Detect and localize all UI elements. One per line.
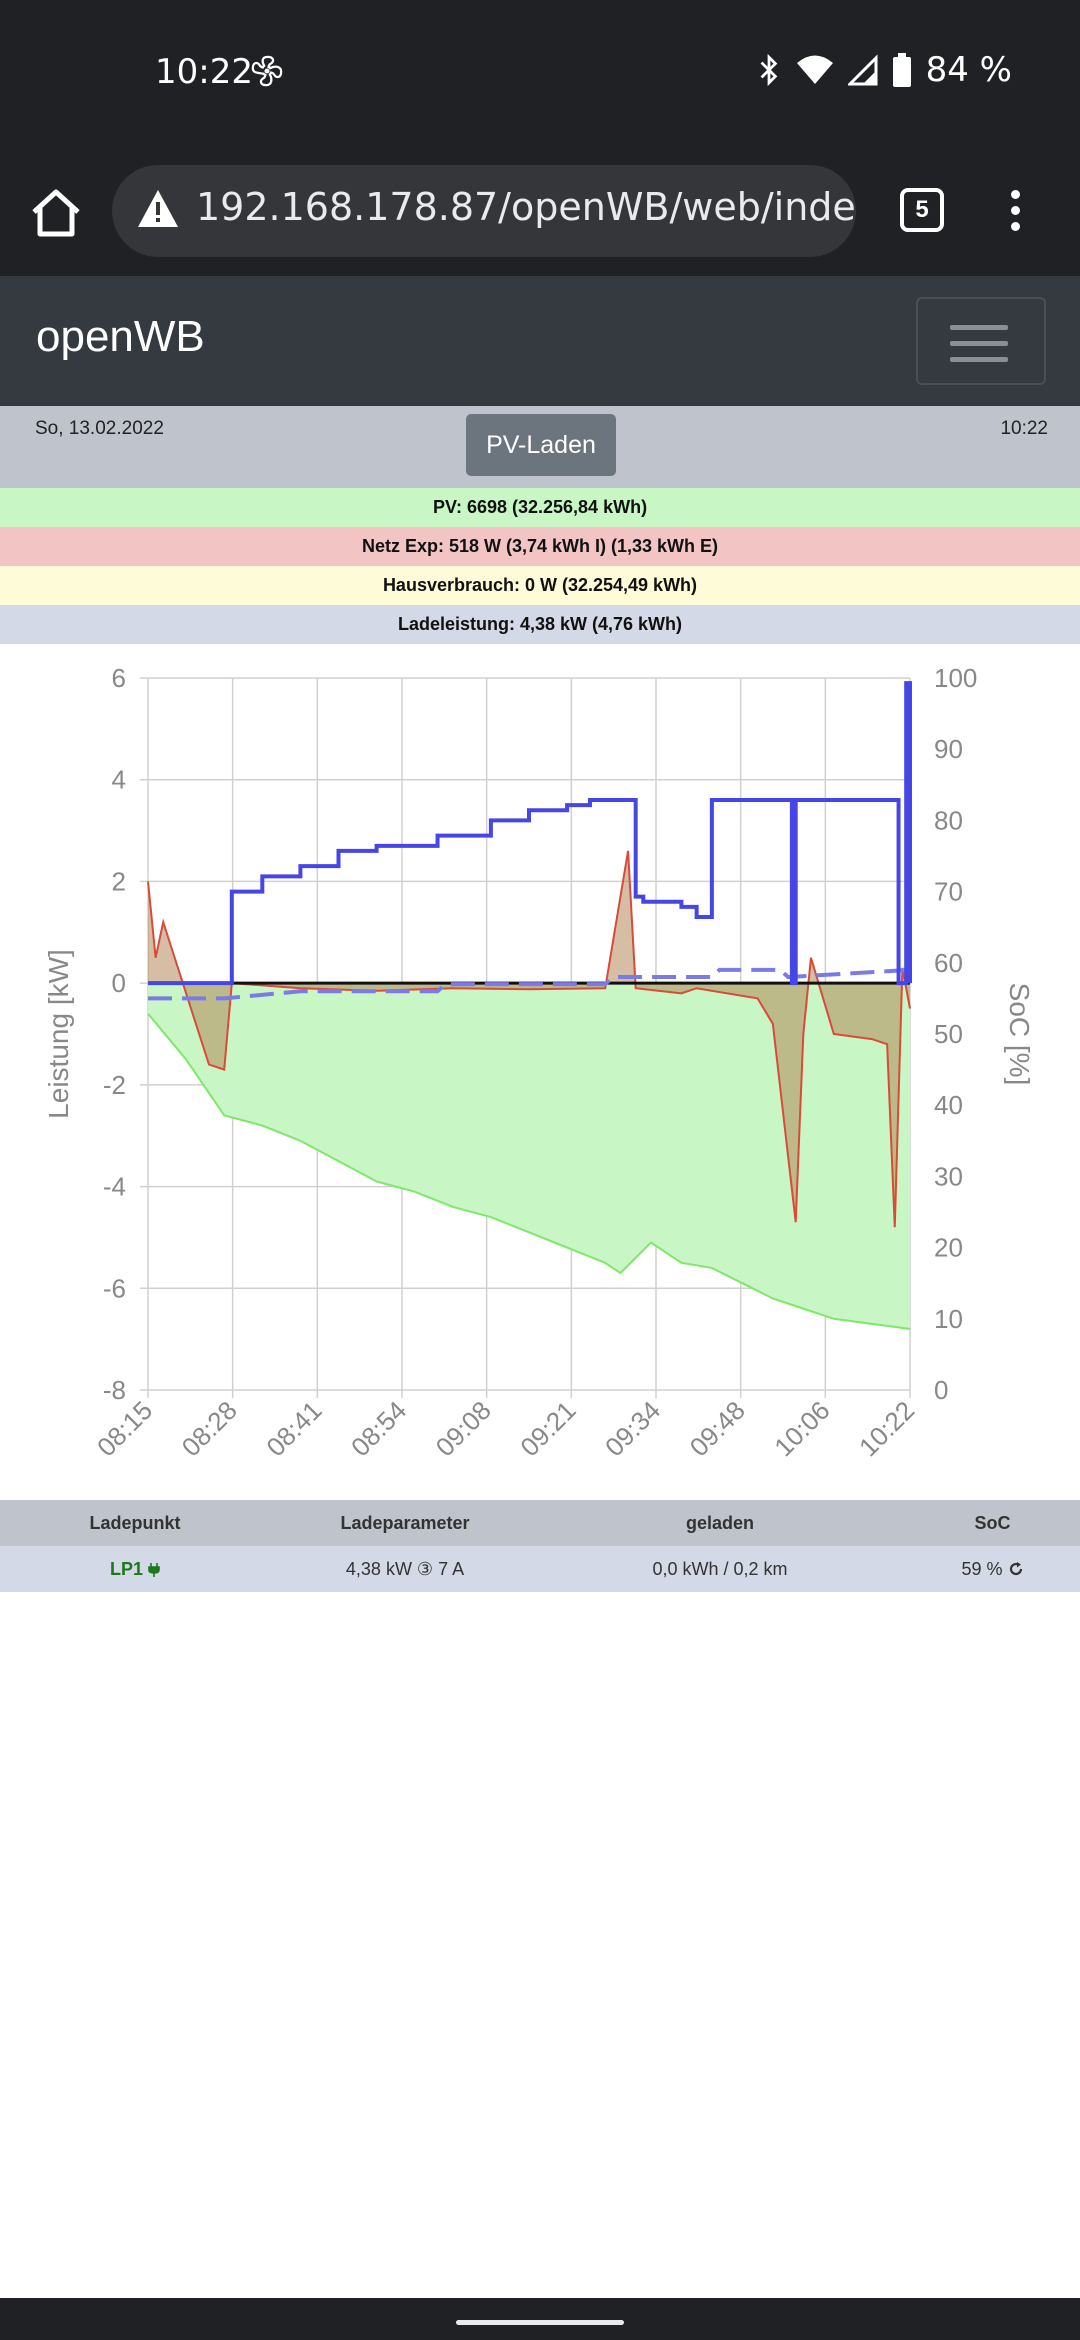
y2-tick-label: 30 xyxy=(934,1161,963,1191)
tab-switcher-button[interactable]: 5 xyxy=(900,188,944,232)
header-ladeparameter: Ladeparameter xyxy=(340,1513,470,1533)
y-tick-label: 0 xyxy=(112,968,126,998)
header-soc: SoC xyxy=(974,1513,1011,1533)
chargepoint-name[interactable]: LP1 xyxy=(109,1559,143,1579)
y-tick-label: -8 xyxy=(103,1375,126,1405)
charge-mode-button[interactable]: PV-Laden xyxy=(466,414,616,476)
x-tick-label: 09:21 xyxy=(514,1395,581,1462)
pv-area xyxy=(148,983,910,1329)
y2-tick-label: 10 xyxy=(934,1304,963,1334)
y2-axis-label: SoC [%] xyxy=(1004,983,1035,1086)
y2-tick-label: 80 xyxy=(934,805,963,835)
y2-tick-label: 100 xyxy=(934,663,977,693)
x-tick-label: 09:08 xyxy=(430,1395,497,1462)
fan-icon xyxy=(251,55,283,87)
hamburger-menu-button[interactable] xyxy=(916,297,1046,385)
pv-summary: PV: 6698 (32.256,84 kWh) xyxy=(0,488,1080,527)
x-tick-label: 08:54 xyxy=(345,1395,412,1462)
brand-title[interactable]: openWB xyxy=(36,312,205,361)
date-label: So, 13.02.2022 xyxy=(35,418,164,439)
header-geladen: geladen xyxy=(685,1513,755,1533)
gesture-bar xyxy=(0,2298,1080,2340)
soc-value: 59 % xyxy=(961,1559,1003,1579)
house-summary: Hausverbrauch: 0 W (32.254,49 kWh) xyxy=(0,566,1080,605)
charging-summary: Ladeleistung: 4,38 kW (4,76 kWh) xyxy=(0,605,1080,644)
y-tick-label: -6 xyxy=(103,1273,126,1303)
url-text[interactable]: 192.168.178.87/openWB/web/index.ph xyxy=(196,185,856,229)
y-tick-label: 2 xyxy=(112,866,126,896)
plug-icon xyxy=(148,1563,160,1577)
lp1-line xyxy=(148,681,912,986)
y2-tick-label: 0 xyxy=(934,1375,948,1405)
table-row[interactable]: LP1 4,38 kW ③ 7 A 0,0 kWh / 0,2 km 59 % xyxy=(0,1546,1080,1592)
y2-tick-label: 20 xyxy=(934,1233,963,1263)
x-tick-label: 09:34 xyxy=(599,1395,666,1462)
x-tick-label: 10:22 xyxy=(853,1395,920,1462)
pv-line xyxy=(147,1013,911,1330)
status-time: 10:22 xyxy=(155,52,253,92)
info-header: So, 13.02.2022 PV-Laden 10:22 xyxy=(0,406,1080,488)
y-tick-label: -2 xyxy=(103,1070,126,1100)
grid-summary: Netz Exp: 518 W (3,74 kWh I) (1,33 kWh E… xyxy=(0,527,1080,566)
time-label: 10:22 xyxy=(1000,418,1048,439)
app-navbar: openWB xyxy=(0,276,1080,406)
soc-line xyxy=(148,967,911,1001)
charged-amount: 0,0 kWh / 0,2 km xyxy=(652,1559,788,1579)
browser-toolbar: 192.168.178.87/openWB/web/index.ph 5 xyxy=(0,150,1080,276)
header-ladepunkt: Ladepunkt xyxy=(89,1513,181,1533)
x-tick-label: 10:06 xyxy=(768,1395,835,1462)
x-tick-label: 08:15 xyxy=(91,1395,158,1462)
x-tick-label: 08:28 xyxy=(176,1395,243,1462)
home-icon[interactable] xyxy=(28,184,84,240)
chargepoint-table-header: Ladepunkt Ladeparameter geladen SoC xyxy=(0,1500,1080,1546)
x-tick-label: 09:48 xyxy=(684,1395,751,1462)
status-bar: 10:22 84 % xyxy=(0,0,1080,150)
y2-tick-label: 50 xyxy=(934,1019,963,1049)
address-bar[interactable]: 192.168.178.87/openWB/web/index.ph xyxy=(112,165,856,257)
bluetooth-icon xyxy=(760,53,777,87)
x-tick-label: 08:41 xyxy=(260,1395,327,1462)
y-axis-label: Leistung [kW] xyxy=(43,949,74,1119)
charge-params: 4,38 kW ③ 7 A xyxy=(345,1559,465,1579)
grid-line xyxy=(147,850,911,1228)
home-indicator[interactable] xyxy=(456,2320,624,2325)
chargepoint-name-cell[interactable]: LP1 xyxy=(50,1546,220,1592)
y-tick-label: -4 xyxy=(103,1172,126,1202)
y2-tick-label: 60 xyxy=(934,948,963,978)
warning-icon[interactable] xyxy=(136,187,180,231)
battery-icon xyxy=(892,53,911,87)
refresh-icon[interactable] xyxy=(1008,1561,1024,1577)
battery-percent: 84 % xyxy=(925,50,1012,90)
y2-tick-label: 70 xyxy=(934,877,963,907)
y-tick-label: 4 xyxy=(112,765,126,795)
y2-tick-label: 40 xyxy=(934,1090,963,1120)
y-tick-label: 6 xyxy=(112,663,126,693)
soc-cell[interactable]: 59 % xyxy=(930,1546,1055,1592)
more-menu-icon[interactable] xyxy=(1000,186,1030,242)
signal-icon xyxy=(847,54,878,86)
y2-tick-label: 90 xyxy=(934,734,963,764)
wifi-icon xyxy=(796,55,833,84)
